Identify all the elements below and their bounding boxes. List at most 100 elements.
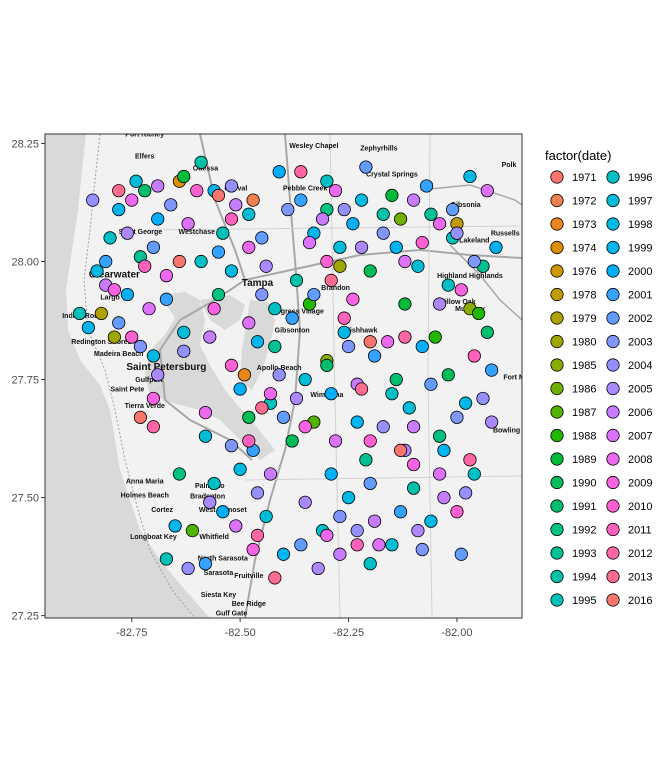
legend-label: 1979 bbox=[572, 313, 596, 325]
legend-label: 1992 bbox=[572, 525, 596, 537]
legend-entry: 1990 bbox=[550, 475, 596, 490]
data-point-2016 bbox=[393, 443, 408, 457]
place-label: Willow Oak bbox=[438, 299, 475, 306]
data-point-2016 bbox=[133, 410, 147, 424]
legend-entry: 1973 bbox=[550, 217, 596, 231]
data-point-1995 bbox=[159, 552, 174, 566]
data-point-1994 bbox=[376, 207, 390, 221]
place-label: Westchase bbox=[179, 229, 216, 236]
data-point-2013 bbox=[112, 184, 126, 198]
legend-key bbox=[606, 240, 620, 255]
legend-label: 1980 bbox=[572, 337, 596, 349]
place-label: Lakeland bbox=[459, 238, 489, 245]
legend-key bbox=[606, 358, 620, 372]
place-label: Gulfport bbox=[135, 377, 163, 384]
legend-key bbox=[606, 217, 620, 231]
legend-key bbox=[550, 287, 564, 302]
data-point-1992 bbox=[172, 467, 187, 481]
legend-label: 1995 bbox=[572, 595, 596, 607]
legend-label: 2002 bbox=[628, 313, 652, 325]
legend-key bbox=[550, 193, 564, 208]
data-point-2005 bbox=[485, 415, 499, 429]
place-label: Sarasota bbox=[204, 570, 234, 577]
data-point-1997 bbox=[129, 174, 143, 188]
data-point-1996 bbox=[320, 174, 334, 188]
legend-label: 2000 bbox=[628, 266, 652, 278]
data-point-1997 bbox=[177, 325, 191, 339]
legend-entry: 1993 bbox=[550, 546, 596, 560]
data-point-2009 bbox=[146, 391, 161, 406]
legend-label: 1976 bbox=[572, 266, 596, 278]
legend-entry: 1999 bbox=[606, 240, 652, 255]
legend-entry: 1992 bbox=[550, 522, 596, 537]
data-point-2011 bbox=[350, 538, 364, 552]
place-label: Gibsonton bbox=[275, 327, 310, 334]
data-point-2009 bbox=[346, 292, 360, 306]
data-point-2000 bbox=[216, 505, 230, 519]
place-label: Wesley Chapel bbox=[289, 143, 338, 150]
legend-label: 1998 bbox=[628, 219, 652, 231]
data-point-2004 bbox=[272, 368, 286, 382]
legend-key bbox=[550, 475, 564, 490]
data-point-2009 bbox=[298, 420, 312, 434]
data-point-2009 bbox=[406, 457, 421, 472]
legend-label: 1988 bbox=[572, 431, 596, 443]
data-point-2007 bbox=[142, 302, 156, 316]
data-point-1989 bbox=[385, 188, 399, 202]
data-point-2013 bbox=[354, 382, 369, 396]
x-axis: -82.75 -82.50 -82.25 -82.00 bbox=[116, 618, 473, 639]
data-point-1993 bbox=[424, 207, 438, 221]
y-tick-label: 27.75 bbox=[11, 375, 39, 387]
data-point-1980 bbox=[333, 259, 347, 273]
legend-label: 2016 bbox=[628, 595, 652, 607]
data-point-2006 bbox=[437, 490, 451, 505]
data-point-2008 bbox=[242, 240, 256, 254]
data-point-2004 bbox=[224, 179, 239, 193]
data-point-2004 bbox=[250, 486, 265, 500]
data-point-2006 bbox=[263, 467, 278, 481]
data-point-2005 bbox=[298, 495, 312, 509]
data-point-2002 bbox=[255, 231, 269, 245]
data-point-2007 bbox=[328, 434, 343, 448]
legend-key bbox=[550, 522, 564, 537]
data-point-2004 bbox=[337, 202, 351, 217]
y-tick-label: 28.25 bbox=[11, 138, 39, 150]
data-point-2006 bbox=[406, 193, 421, 207]
data-point-1991 bbox=[320, 358, 334, 372]
gulf-water bbox=[45, 134, 210, 618]
legend-entry: 1980 bbox=[550, 334, 596, 349]
data-point-2002 bbox=[454, 547, 468, 561]
data-point-1996 bbox=[385, 387, 399, 401]
legend-entry: 2003 bbox=[606, 334, 652, 349]
legend-entry: 1996 bbox=[606, 170, 652, 184]
legend-entry: 1997 bbox=[606, 193, 652, 208]
data-point-2000 bbox=[489, 240, 503, 254]
y-tick-label: 27.50 bbox=[11, 493, 39, 505]
place-label: Saint Pete bbox=[110, 386, 144, 393]
data-point-1995 bbox=[73, 306, 87, 321]
data-point-2003 bbox=[333, 509, 347, 524]
legend-label: 2008 bbox=[628, 454, 652, 466]
x-tick-label: -82.25 bbox=[333, 627, 364, 639]
place-label: Largo bbox=[100, 294, 119, 301]
legend-label: 2001 bbox=[628, 290, 652, 302]
data-point-2016 bbox=[363, 335, 377, 349]
data-point-2002 bbox=[276, 410, 291, 424]
legend-label: 2012 bbox=[628, 548, 652, 560]
data-point-2010 bbox=[190, 184, 204, 198]
legend-entry: 1994 bbox=[550, 569, 596, 584]
data-point-2007 bbox=[302, 236, 317, 250]
legend-entry: 2012 bbox=[606, 546, 652, 560]
legend-entry: 2004 bbox=[606, 358, 652, 372]
data-point-1987 bbox=[185, 524, 200, 538]
data-point-1996 bbox=[363, 557, 377, 571]
data-point-1995 bbox=[216, 226, 230, 240]
data-point-2008 bbox=[320, 528, 334, 542]
data-point-2004 bbox=[177, 344, 191, 358]
place-label: Siesta Key bbox=[201, 592, 237, 599]
data-point-2003 bbox=[133, 339, 147, 354]
legend-key bbox=[550, 593, 564, 607]
place-label: Bee Ridge bbox=[232, 601, 266, 608]
legend-key bbox=[550, 334, 564, 349]
